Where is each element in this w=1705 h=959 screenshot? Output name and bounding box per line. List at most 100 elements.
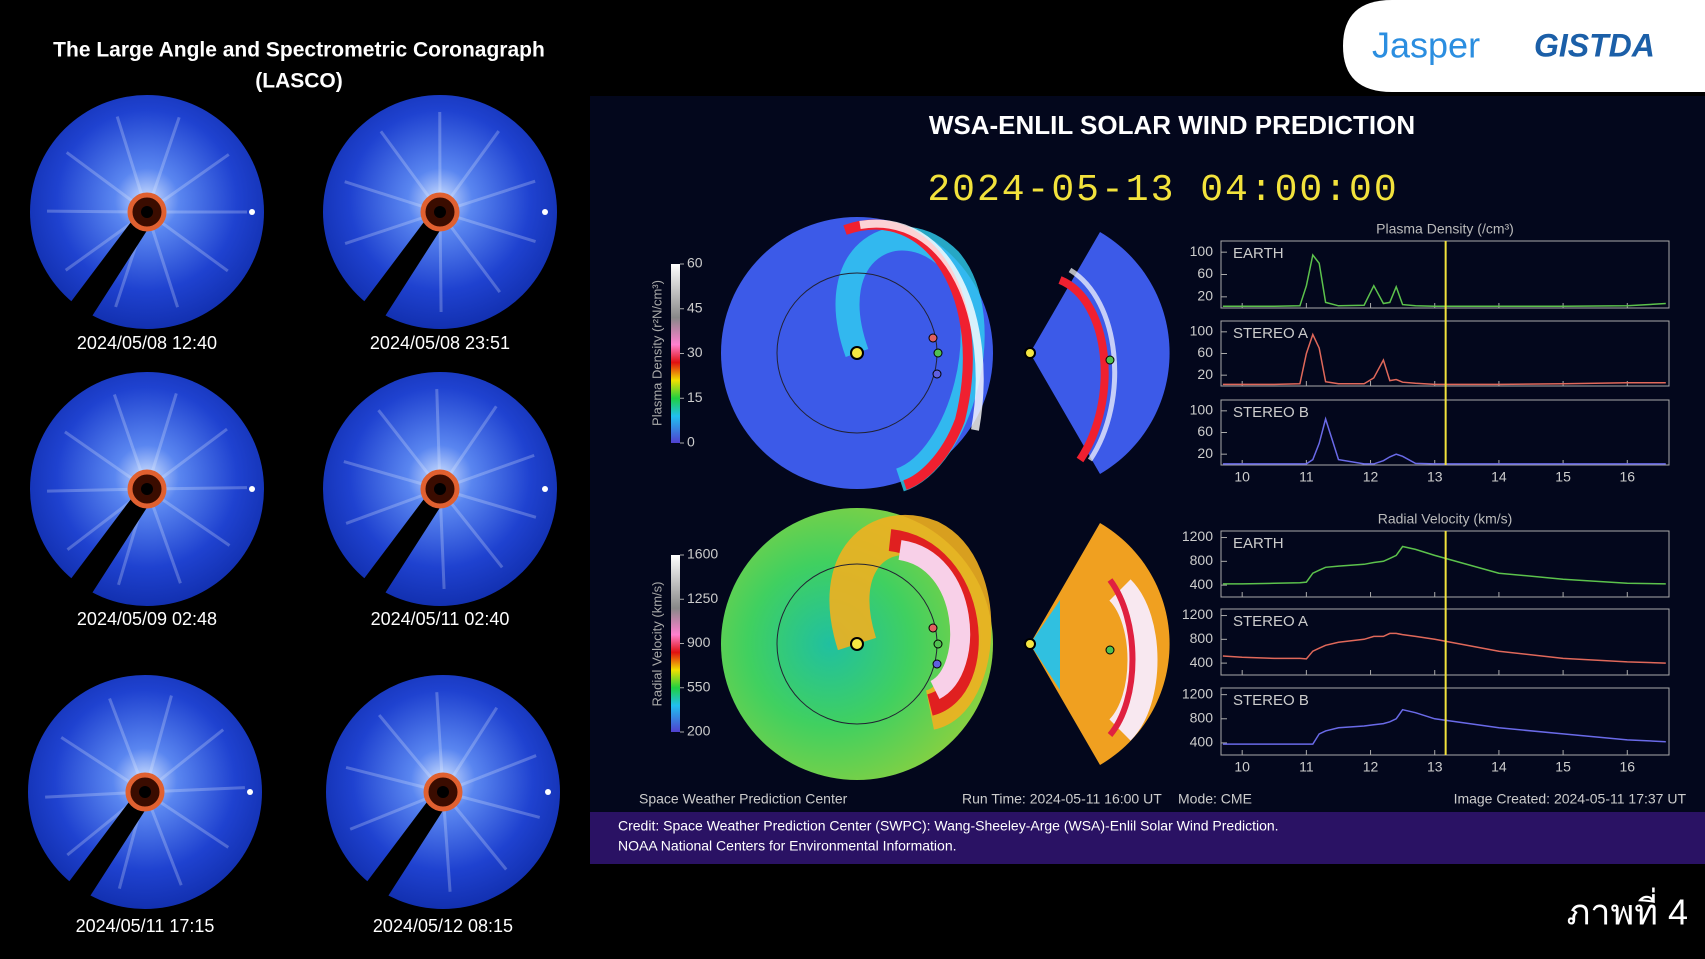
credit-strip [590, 812, 1705, 864]
x-tick-label: 14 [1491, 759, 1507, 775]
y-tick-label: 1200 [1182, 606, 1213, 622]
y-tick-label: 1200 [1182, 685, 1213, 701]
chart-title: Radial Velocity (km/s) [1378, 511, 1513, 527]
lasco-image: 2024/05/11 02:40 [323, 372, 557, 629]
pylon [67, 483, 155, 601]
colorbar-tick-label: 45 [687, 299, 703, 315]
logo-box [1343, 0, 1705, 92]
colorbar-tick-label: 1250 [687, 590, 718, 606]
series-name: STEREO B [1233, 404, 1309, 421]
series-name: STEREO A [1233, 613, 1308, 630]
pylon [363, 786, 451, 904]
figure-label: ภาพที่ 4 [1567, 888, 1688, 933]
x-tick-label: 13 [1427, 469, 1443, 485]
series-line [1222, 332, 1666, 386]
y-tick-label: 60 [1197, 423, 1213, 439]
colorbar-label: Radial Velocity (km/s) [649, 582, 664, 707]
colorbar-tick-label: 0 [687, 434, 695, 450]
series-name: STEREO A [1233, 325, 1308, 342]
series-line [1222, 632, 1666, 664]
lasco-image: 2024/05/09 02:48 [30, 372, 264, 629]
x-tick-label: 14 [1491, 469, 1507, 485]
footer-run-time: Run Time: 2024-05-11 16:00 UT [962, 791, 1162, 807]
colorbar-tick-label: 15 [687, 389, 703, 405]
y-tick-label: 800 [1190, 709, 1214, 725]
series-line [1222, 253, 1666, 308]
series-name: EARTH [1233, 245, 1284, 262]
logo-jasper: Jasper [1372, 25, 1480, 66]
credit-line: NOAA National Centers for Environmental … [618, 838, 957, 854]
planet [247, 789, 253, 795]
chart-title: Plasma Density (/cm³) [1376, 221, 1514, 237]
credit-line: Credit: Space Weather Prediction Center … [618, 818, 1279, 834]
x-tick-label: 11 [1299, 469, 1314, 485]
series-line [1222, 545, 1666, 585]
y-tick-label: 100 [1190, 402, 1214, 418]
velocity-colorbar [671, 555, 680, 732]
series-line [1222, 416, 1666, 465]
line-charts: Plasma Density (/cm³) 100 60 20 EARTH 100 60 20… [1182, 221, 1670, 775]
y-tick-label: 100 [1190, 323, 1214, 339]
lasco-image: 2024/05/08 23:51 [323, 95, 557, 353]
x-tick-label: 16 [1619, 469, 1635, 485]
x-tick-label: 12 [1363, 469, 1379, 485]
y-tick-label: 20 [1197, 366, 1213, 382]
lasco-image: 2024/05/08 12:40 [30, 95, 264, 353]
enlil-title: WSA-ENLIL SOLAR WIND PREDICTION [929, 110, 1415, 140]
timestamp: 2024/05/08 23:51 [370, 333, 510, 353]
colorbar-tick-label: 60 [687, 255, 703, 271]
footer-created: Image Created: 2024-05-11 17:37 UT [1454, 791, 1687, 807]
x-tick-label: 12 [1363, 759, 1379, 775]
x-tick-label: 16 [1619, 759, 1635, 775]
series-name: EARTH [1233, 535, 1284, 552]
colorbar-tick-label: 900 [687, 634, 711, 650]
planet [249, 209, 255, 215]
x-tick-label: 13 [1427, 759, 1443, 775]
enlil-datetime: 2024-05-13 04:00:00 [927, 169, 1398, 212]
occulter-core [434, 206, 446, 218]
planet [542, 209, 548, 215]
lasco-image: 2024/05/11 17:15 [28, 675, 262, 936]
y-tick-label: 60 [1197, 344, 1213, 360]
occulter-core [141, 206, 153, 218]
y-tick-label: 1200 [1182, 528, 1213, 544]
occulter-core [434, 483, 446, 495]
series-name: STEREO B [1233, 692, 1309, 709]
x-tick-label: 15 [1555, 469, 1571, 485]
y-tick-label: 800 [1190, 630, 1214, 646]
pylon [360, 483, 448, 601]
footer-mode: Mode: CME [1178, 791, 1252, 807]
density-colorbar [671, 264, 680, 443]
planet [542, 486, 548, 492]
density-map [721, 217, 1170, 492]
velocity-map [721, 508, 1170, 780]
x-tick-label: 15 [1555, 759, 1571, 775]
title-line: (LASCO) [255, 70, 343, 93]
lasco-gallery: 2024/05/08 12:40 2024/05/08 23:51 2024/05/… [28, 95, 560, 936]
timestamp: 2024/05/08 12:40 [77, 333, 217, 353]
occulter-core [139, 786, 151, 798]
planet [545, 789, 551, 795]
logo-gistda: GISTDA [1534, 27, 1655, 63]
timestamp: 2024/05/12 08:15 [373, 916, 513, 936]
y-tick-label: 20 [1197, 445, 1213, 461]
y-tick-label: 800 [1190, 552, 1214, 568]
occulter-core [437, 786, 449, 798]
pylon [65, 786, 153, 904]
timestamp: 2024/05/09 02:48 [77, 609, 217, 629]
pylon [67, 206, 155, 324]
planet [249, 486, 255, 492]
y-tick-label: 400 [1190, 654, 1214, 670]
y-tick-label: 400 [1190, 734, 1214, 750]
colorbar-label: Plasma Density (r²N/cm³) [649, 280, 664, 426]
x-tick-label: 10 [1234, 759, 1250, 775]
x-tick-label: 10 [1234, 469, 1250, 485]
timestamp: 2024/05/11 17:15 [76, 916, 215, 936]
x-tick-label: 11 [1299, 759, 1314, 775]
y-tick-label: 60 [1197, 265, 1213, 281]
colorbar-tick-label: 30 [687, 344, 703, 360]
footer-source: Space Weather Prediction Center [639, 791, 848, 807]
pylon [360, 206, 448, 324]
timestamp: 2024/05/11 02:40 [371, 609, 510, 629]
